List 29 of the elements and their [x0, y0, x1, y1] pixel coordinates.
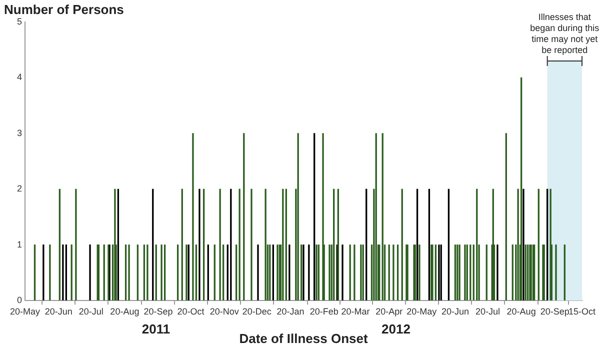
x-tick-label: 15-Oct	[568, 306, 596, 316]
y-tick-label: 0	[16, 295, 22, 306]
x-tick-label: 20-Jan	[276, 306, 304, 316]
x-tick-label: 20-Sep	[144, 306, 173, 316]
y-tick-label: 4	[16, 72, 22, 82]
text: 2012	[382, 322, 410, 337]
y-tick-label: 1	[16, 239, 22, 250]
x-tick-label: 20-May	[406, 306, 438, 316]
x-tick-label: 20-Jul	[475, 306, 500, 316]
x-tick-label: 20-May	[10, 306, 41, 316]
x-tick-label: 20-Aug	[506, 306, 536, 316]
y-tick-label: 2	[16, 184, 22, 194]
x-tick-label: 20-Mar	[341, 306, 370, 316]
x-tick-label: 20-Dec	[242, 306, 272, 316]
y-tick-label: 5	[16, 16, 22, 26]
text: 2011	[142, 322, 170, 337]
x-axis-title: Date of Illness Onset	[239, 330, 368, 346]
x-tick-label: 20-Oct	[177, 306, 205, 316]
x-tick-label: 20-Nov	[210, 306, 240, 316]
y-tick-label: 3	[16, 128, 22, 138]
x-tick-label: 20-Feb	[310, 306, 338, 316]
x-tick-label: 20-Jun	[441, 306, 469, 316]
x-tick-label: 20-Jun	[44, 306, 72, 316]
band-label: Illnesses that began during this time may not yet be reported	[530, 12, 600, 56]
x-tick-label: 20-Aug	[110, 306, 140, 316]
y-axis-title: Number of Persons	[4, 2, 124, 18]
x-tick-label: 20-Jul	[78, 306, 104, 316]
x-tick-label: 20-Apr	[376, 306, 403, 316]
x-tick-label: 20-Sep	[540, 306, 570, 316]
